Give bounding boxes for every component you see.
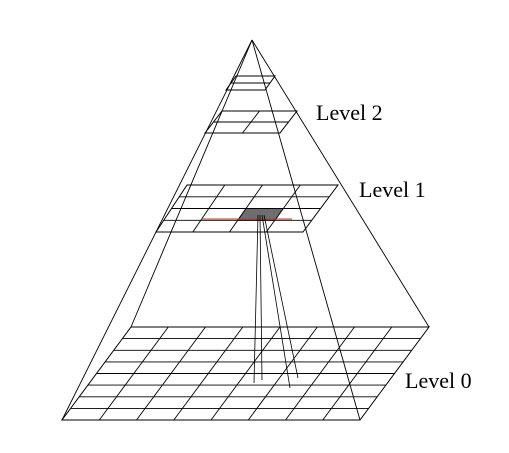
level-2-label: Level 2 [316,100,383,125]
grid-col-line [247,326,318,421]
grid-col-line [242,110,260,134]
highlighted-cell [236,208,285,221]
grid-col-line [98,326,169,421]
level-2-grid [203,110,299,134]
grid-outline [155,184,339,233]
edge-back-left [130,39,253,328]
projection-line [263,214,299,379]
grid-col-line [285,326,355,421]
pyramid-edges [61,39,430,421]
level-0-label: Level 0 [405,368,472,393]
level-top-cap [225,75,276,91]
grid-col-line [192,184,226,233]
grid-col-line [173,326,244,421]
projection-line [259,214,263,381]
projection-line [261,214,291,389]
projection-lines [253,214,299,389]
top-cap-outline [225,75,276,91]
grid-col-line [136,326,206,421]
projection-line [253,214,259,384]
level-0-grid [61,326,430,421]
level-1-label: Level 1 [359,177,426,202]
grid-outline [61,326,430,421]
edge-back-right [251,39,430,328]
edge-front-right [251,39,361,421]
grid-outline [203,110,299,134]
grid-col-line [322,326,393,421]
grid-col-line [210,326,281,421]
